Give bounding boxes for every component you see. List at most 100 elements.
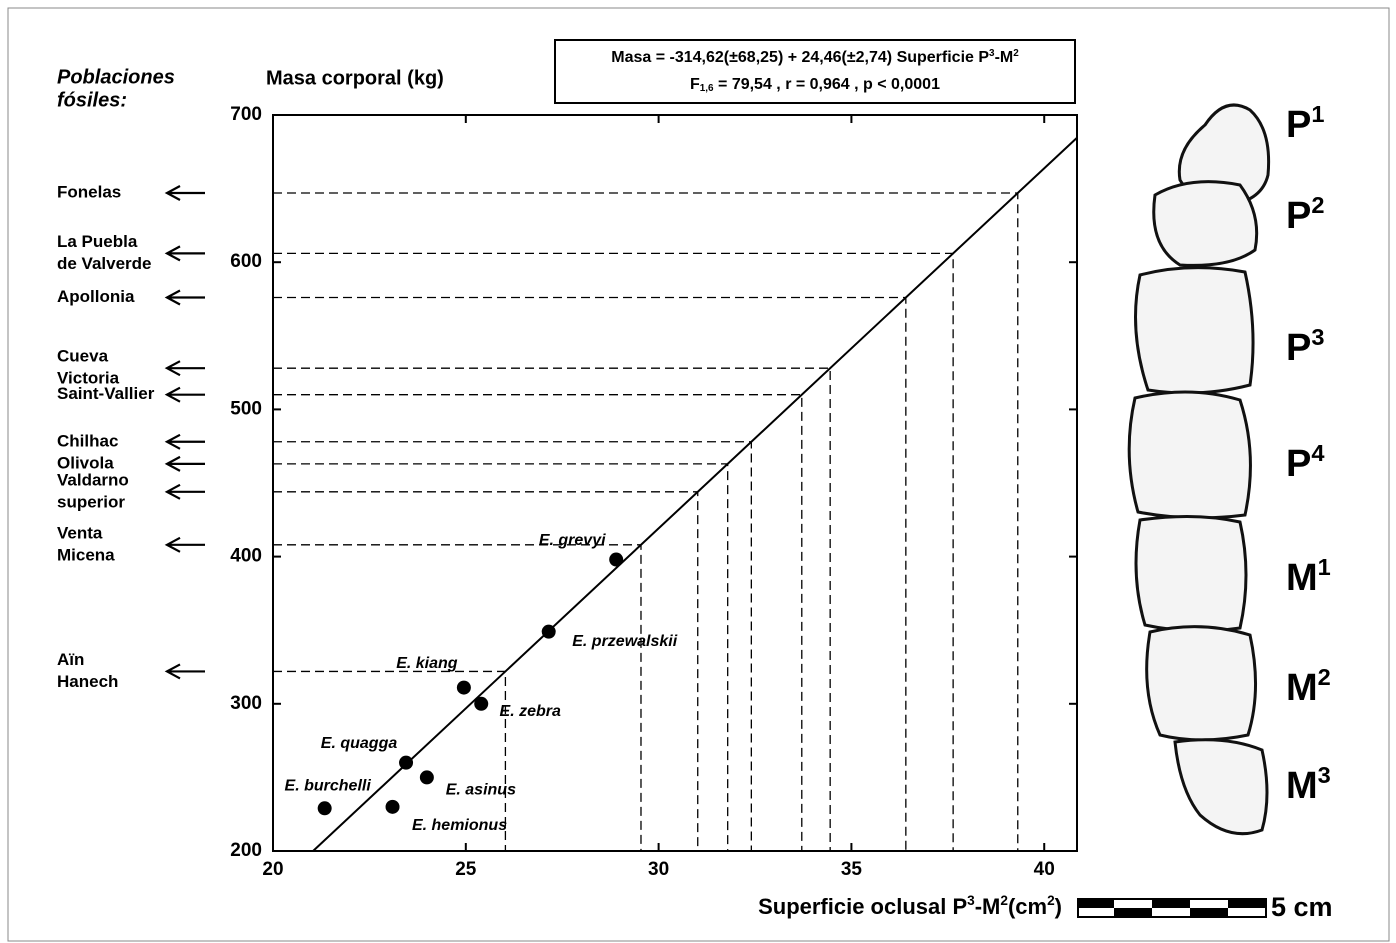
tooth-label: P3 [1286, 324, 1324, 369]
tooth [1129, 392, 1250, 518]
population-label: Fonelas [57, 183, 121, 202]
population-label: Venta [57, 523, 103, 542]
point-label: E. przewalskii [572, 633, 677, 650]
point [474, 697, 488, 711]
arrow [167, 361, 205, 375]
equation-line-part: F [690, 76, 700, 93]
projection-line [273, 253, 953, 851]
tooth-label: M2 [1286, 664, 1331, 709]
x-axis-label-part: Superficie oclusal P [758, 894, 967, 919]
tooth-label-part: M [1286, 765, 1318, 807]
tooth-label-part: M [1286, 557, 1318, 599]
y-tick-label: 700 [230, 104, 262, 125]
tooth [1175, 740, 1267, 834]
projection-line [273, 298, 906, 851]
population-label: Valdarno [57, 470, 129, 489]
tooth-label: P1 [1286, 101, 1324, 146]
x-tick-label: 40 [1034, 859, 1055, 880]
x-axis-label-part: -M [975, 894, 1001, 919]
equation-line-part: 1,6 [700, 83, 714, 94]
x-tick-label: 25 [455, 859, 477, 880]
scale-bar-label: 5 cm [1271, 892, 1333, 922]
tooth-label: M1 [1286, 554, 1331, 599]
populations-title: fósiles: [57, 89, 127, 111]
equation-line-part: 2 [1013, 48, 1019, 59]
tooth-row [1129, 105, 1268, 834]
point [457, 681, 471, 695]
arrow [167, 664, 205, 678]
y-axis-label: Masa corporal (kg) [266, 67, 444, 89]
scale-bar-segment [1228, 899, 1266, 908]
tooth-label-part: 3 [1318, 762, 1331, 788]
scale-bar [1078, 899, 1266, 917]
point-label: E. grevyi [539, 532, 606, 549]
equation-line: Masa = -314,62(±68,25) + 24,46(±2,74) Su… [611, 48, 1019, 66]
point-label: E. zebra [500, 703, 561, 720]
tooth-label: M3 [1286, 762, 1331, 807]
population-label: La Puebla [57, 232, 138, 251]
tooth [1136, 268, 1254, 393]
population-label: Micena [57, 545, 115, 564]
arrow [167, 457, 205, 471]
tooth-label-part: 2 [1311, 192, 1324, 218]
tooth-label-part: P [1286, 195, 1311, 237]
x-axis-label-part: ) [1055, 894, 1062, 919]
equation-line-part: Masa = -314,62(±68,25) + 24,46(±2,74) Su… [611, 49, 989, 66]
point [420, 770, 434, 784]
point-label: E. asinus [446, 782, 516, 799]
arrow [167, 291, 205, 305]
scale-bar-segment [1078, 899, 1114, 908]
x-axis-label: Superficie oclusal P3-M2(cm2) [758, 893, 1062, 919]
tooth-label-part: M [1286, 667, 1318, 709]
equation-line-part: -M [995, 49, 1014, 66]
population-label: Cueva [57, 347, 109, 366]
tooth-label-part: 3 [1311, 324, 1324, 350]
equation-line: F1,6 = 79,54 , r = 0,964 , p < 0,0001 [690, 76, 940, 93]
arrow [167, 485, 205, 499]
tooth-label: P4 [1286, 440, 1324, 485]
population-label: Aïn [57, 650, 84, 669]
point [609, 553, 623, 567]
point-label: E. kiang [396, 655, 458, 672]
regression-line [313, 138, 1077, 851]
arrow [167, 538, 205, 552]
tooth-label: P2 [1286, 192, 1324, 237]
y-tick-label: 400 [230, 546, 262, 567]
population-label: Saint-Vallier [57, 384, 155, 403]
tooth [1154, 182, 1257, 266]
point-label: E. quagga [321, 735, 398, 752]
population-label: de Valverde [57, 254, 152, 273]
scale-bar-segment [1152, 899, 1190, 908]
point-label: E. hemionus [412, 817, 507, 834]
tooth-label-part: 2 [1318, 664, 1331, 690]
population-label: superior [57, 492, 125, 511]
populations-title: Poblaciones [57, 66, 175, 88]
tooth-label-part: P [1286, 327, 1311, 369]
x-tick-label: 35 [841, 859, 863, 880]
scale-bar-segment [1190, 908, 1228, 917]
tooth-label-part: 1 [1311, 101, 1324, 127]
population-label: Hanech [57, 672, 118, 691]
x-tick-label: 20 [262, 859, 283, 880]
chart: Masa corporal (kg) Poblaciones fósiles: … [0, 0, 1396, 943]
tooth-label-part: P [1286, 443, 1311, 485]
arrow [167, 186, 205, 200]
point [399, 756, 413, 770]
arrow [167, 388, 205, 402]
x-tick-label: 30 [648, 859, 669, 880]
y-tick-label: 600 [230, 251, 262, 272]
arrow [167, 246, 205, 260]
y-tick-label: 500 [230, 398, 262, 419]
point-label: E. burchelli [285, 778, 372, 795]
equation-line-part: = 79,54 , r = 0,964 , p < 0,0001 [714, 76, 940, 93]
y-tick-label: 300 [230, 693, 262, 714]
tooth [1136, 516, 1246, 630]
tooth-label-part: P [1286, 104, 1311, 146]
arrow [167, 435, 205, 449]
tooth-label-part: 1 [1318, 554, 1331, 580]
tooth [1147, 627, 1256, 740]
tooth-label-part: 4 [1311, 440, 1324, 466]
x-axis-label-part: (cm [1008, 894, 1047, 919]
scale-bar-segment [1114, 908, 1152, 917]
population-label: Apollonia [57, 287, 135, 306]
